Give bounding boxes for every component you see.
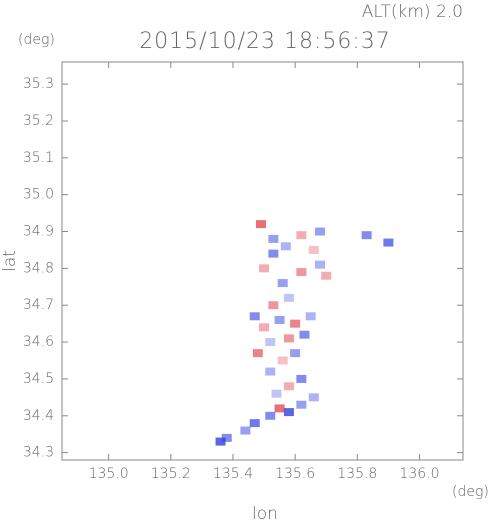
cell: [283, 382, 294, 391]
cell: [265, 411, 276, 420]
cell: [290, 349, 301, 358]
cell: [249, 419, 260, 428]
cell: [280, 242, 291, 251]
cell: [296, 268, 307, 277]
cell: [265, 338, 276, 347]
cell: [215, 437, 226, 446]
cell: [240, 426, 251, 435]
cell: [283, 408, 294, 417]
y-tick-label: 35.2: [23, 113, 54, 129]
cell: [268, 301, 279, 310]
x-tick-label: 136.0: [399, 466, 439, 482]
cell: [361, 231, 372, 240]
y-tick-label: 35.0: [23, 187, 54, 203]
cell: [252, 349, 263, 358]
cell: [321, 271, 332, 280]
cell: [255, 220, 266, 229]
cell: [296, 231, 307, 240]
x-tick-label: 135.6: [275, 466, 315, 482]
cell: [268, 234, 279, 243]
cell: [249, 312, 260, 321]
cell: [283, 293, 294, 302]
y-tick-label: 35.1: [23, 150, 54, 166]
x-axis-label: lon: [252, 504, 278, 521]
cell: [271, 389, 282, 398]
cell: [308, 245, 319, 254]
x-unit: (deg): [452, 484, 489, 500]
y-tick-label: 34.5: [23, 371, 54, 387]
cell: [315, 260, 326, 269]
x-tick-label: 135.4: [213, 466, 253, 482]
cell: [259, 264, 270, 273]
cell: [383, 238, 394, 247]
y-unit: (deg): [18, 32, 55, 48]
cell: [308, 393, 319, 402]
cell: [268, 249, 279, 258]
y-tick-label: 34.8: [23, 260, 54, 276]
cell: [296, 374, 307, 383]
y-tick-label: 34.6: [23, 334, 54, 350]
y-tick-label: 34.4: [23, 408, 54, 424]
cell: [274, 404, 285, 413]
cell: [296, 400, 307, 409]
cell: [277, 279, 288, 288]
cell: [299, 330, 310, 339]
cell: [290, 319, 301, 328]
cell: [265, 367, 276, 376]
y-tick-label: 34.3: [23, 445, 54, 461]
y-tick-label: 34.7: [23, 297, 54, 313]
cell: [277, 356, 288, 365]
cell: [305, 312, 316, 321]
cell: [221, 433, 232, 442]
cell: [259, 323, 270, 332]
y-axis-label: lat: [0, 250, 20, 272]
x-tick-label: 135.0: [89, 466, 129, 482]
y-tick-label: 35.3: [23, 76, 54, 92]
cell: [315, 227, 326, 236]
plot-frame: [61, 61, 464, 461]
cell: [283, 334, 294, 343]
cell: [274, 315, 285, 324]
y-tick-label: 34.9: [23, 224, 54, 240]
x-tick-label: 135.8: [337, 466, 377, 482]
x-tick-label: 135.2: [151, 466, 191, 482]
chart-title: 2015/10/23 18:56:37: [139, 29, 391, 54]
altitude-label: ALT(km) 2.0: [362, 2, 463, 22]
